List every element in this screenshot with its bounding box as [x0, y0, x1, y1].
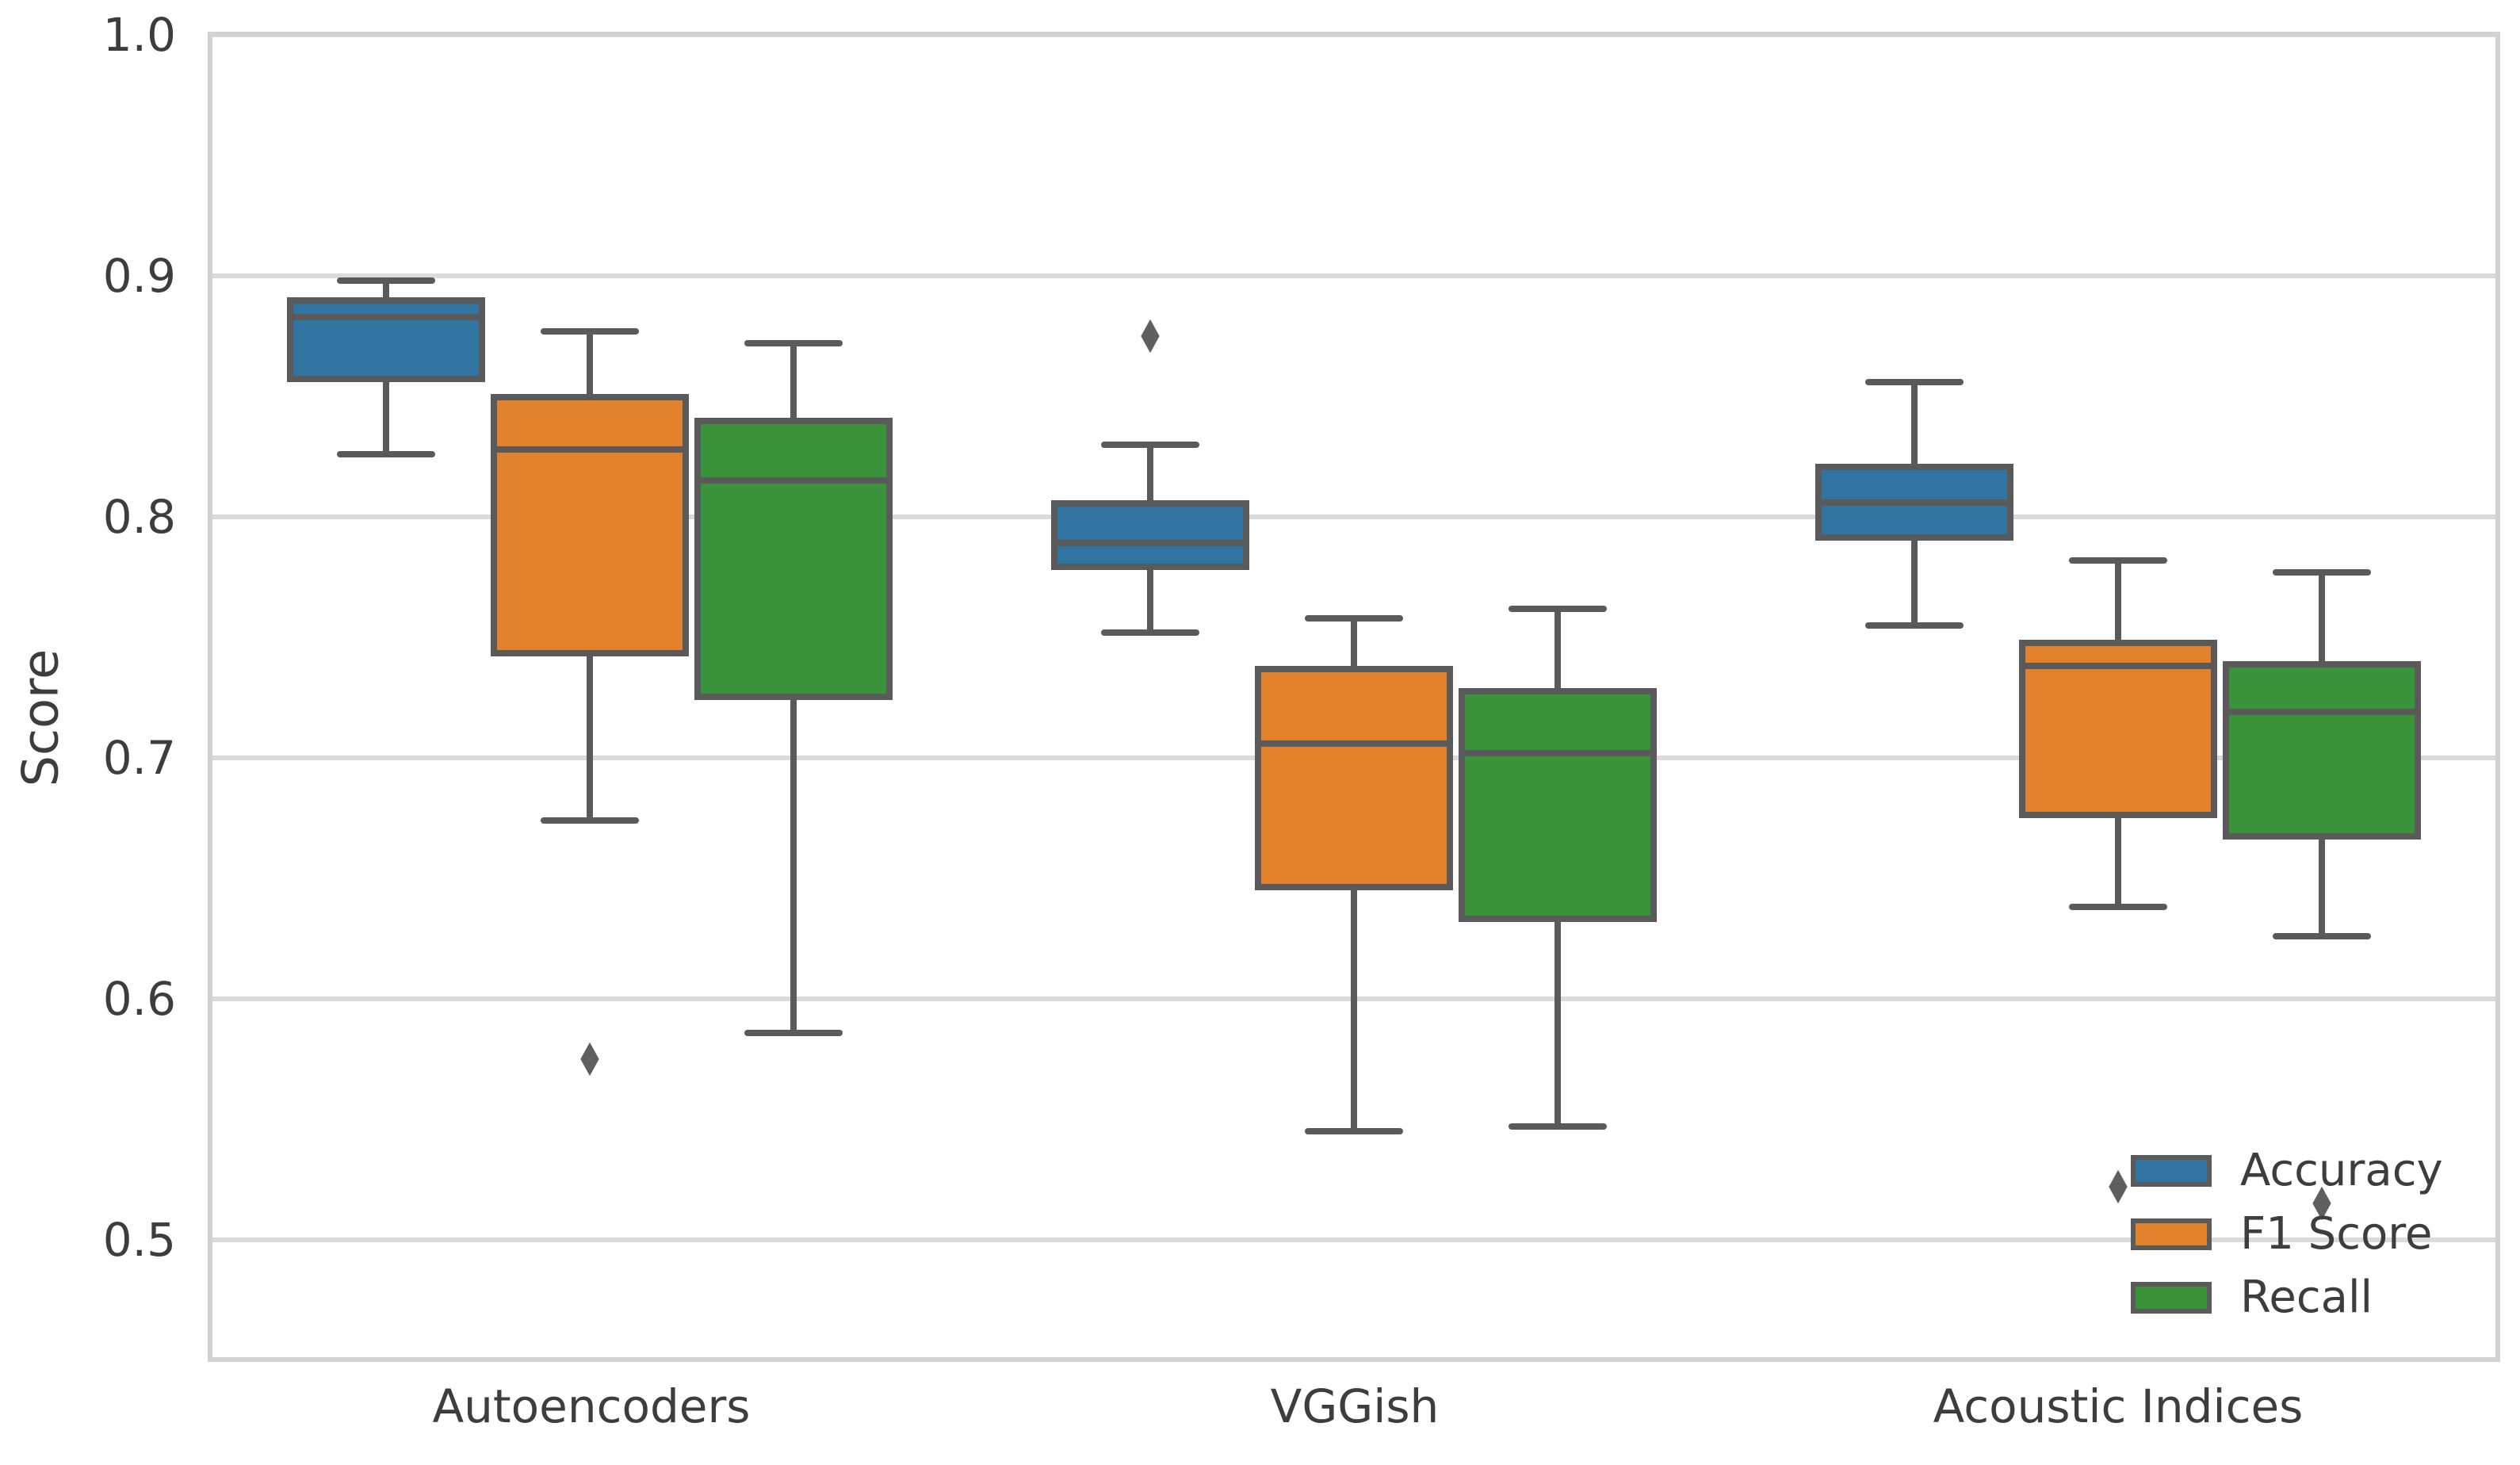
- whisker-stem: [2319, 572, 2325, 662]
- whisker-cap: [1509, 605, 1607, 612]
- whisker-cap: [337, 277, 435, 285]
- median-line: [1051, 540, 1249, 547]
- whisker-cap: [1101, 629, 1199, 636]
- whisker-stem: [587, 331, 593, 394]
- whisker-stem: [1147, 444, 1153, 500]
- whisker-cap: [2069, 904, 2167, 911]
- legend-swatch-accuracy: [2131, 1155, 2212, 1187]
- whisker-cap: [2273, 932, 2371, 939]
- legend-item-recall: Recall: [2131, 1266, 2443, 1329]
- whisker-cap: [1101, 441, 1199, 448]
- y-tick-label: 0.9: [102, 249, 176, 303]
- whisker-stem: [383, 281, 389, 298]
- median-line: [287, 313, 485, 320]
- median-line: [1459, 749, 1657, 756]
- legend-swatch-recall: [2131, 1282, 2212, 1314]
- legend-swatch-f1-score: [2131, 1218, 2212, 1250]
- y-tick-label: 1.0: [102, 8, 176, 62]
- whisker-cap: [1305, 1128, 1403, 1135]
- whisker-cap: [2273, 568, 2371, 576]
- median-line: [694, 477, 893, 484]
- legend-item-accuracy: Accuracy: [2131, 1139, 2443, 1203]
- whisker-stem: [1554, 608, 1561, 688]
- whisker-stem: [2115, 818, 2121, 908]
- box: [491, 393, 689, 657]
- outlier-diamond: [2109, 1169, 2128, 1204]
- gridline: [208, 514, 2500, 519]
- whisker-stem: [1911, 541, 1918, 625]
- box: [1051, 499, 1249, 570]
- whisker-stem: [1351, 890, 1357, 1132]
- gridline: [208, 273, 2500, 278]
- whisker-cap: [541, 327, 639, 335]
- whisker-stem: [1351, 618, 1357, 667]
- whisker-cap: [1509, 1123, 1607, 1130]
- box: [1255, 666, 1453, 891]
- whisker-cap: [337, 450, 435, 457]
- y-axis-title: Score: [5, 559, 76, 876]
- whisker-cap: [2069, 557, 2167, 564]
- whisker-stem: [790, 700, 797, 1033]
- whisker-stem: [2115, 560, 2121, 641]
- whisker-stem: [1554, 921, 1561, 1127]
- outlier-diamond: [1141, 319, 1160, 354]
- whisker-stem: [790, 343, 797, 419]
- whisker-cap: [744, 1029, 843, 1036]
- whisker-stem: [587, 656, 593, 821]
- legend-item-f1-score: F1 Score: [2131, 1203, 2443, 1266]
- median-line: [1255, 740, 1453, 747]
- median-line: [2019, 663, 2217, 670]
- legend-label: Accuracy: [2240, 1145, 2443, 1196]
- y-tick-label: 0.8: [102, 490, 176, 544]
- whisker-stem: [383, 381, 389, 454]
- box: [287, 297, 485, 382]
- box: [694, 418, 893, 701]
- outlier-diamond: [580, 1042, 599, 1077]
- whisker-cap: [744, 340, 843, 347]
- legend-label: Recall: [2240, 1272, 2373, 1323]
- box: [1459, 687, 1657, 922]
- whisker-stem: [1911, 381, 1918, 465]
- box: [2019, 640, 2217, 818]
- gridline: [208, 1237, 2500, 1242]
- x-tick-label: Acoustic Indices: [1933, 1379, 2304, 1433]
- gridline: [208, 33, 2500, 37]
- whisker-cap: [1865, 378, 1964, 385]
- legend-label: F1 Score: [2240, 1208, 2433, 1260]
- y-tick-label: 0.7: [102, 731, 176, 785]
- median-line: [1815, 499, 2013, 506]
- whisker-cap: [541, 817, 639, 824]
- whisker-cap: [1865, 622, 1964, 629]
- median-line: [2223, 709, 2421, 716]
- y-tick-label: 0.6: [102, 972, 176, 1026]
- x-tick-label: VGGish: [1270, 1379, 1440, 1433]
- legend: Accuracy F1 Score Recall: [2131, 1139, 2443, 1329]
- median-line: [491, 446, 689, 453]
- x-tick-label: Autoencoders: [432, 1379, 751, 1433]
- whisker-cap: [1305, 614, 1403, 622]
- whisker-stem: [1147, 569, 1153, 633]
- box: [2223, 661, 2421, 840]
- whisker-stem: [2319, 840, 2325, 936]
- y-tick-label: 0.5: [102, 1213, 176, 1267]
